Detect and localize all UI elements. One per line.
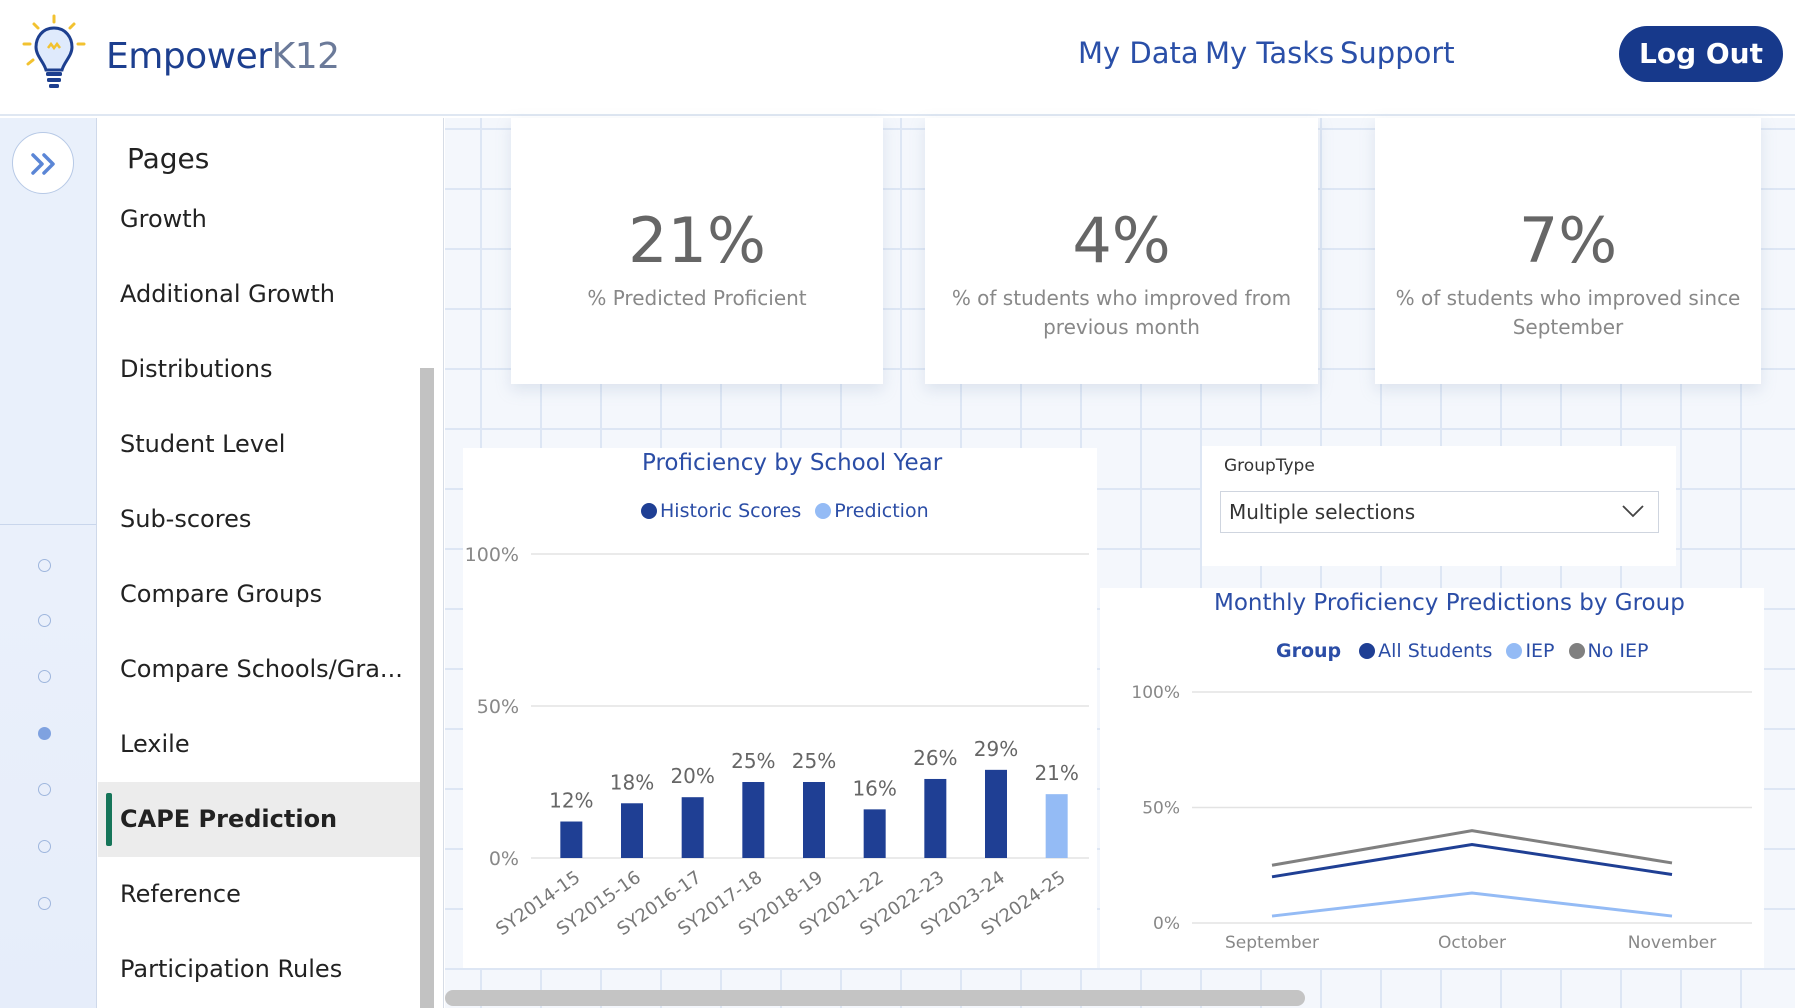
y-tick-label: 0% bbox=[489, 848, 519, 870]
y-tick-label: 50% bbox=[1142, 799, 1180, 819]
page-item-sub-scores[interactable]: Sub-scores bbox=[120, 505, 252, 533]
kpi-improved-previous-month: 4% % of students who improved from previ… bbox=[925, 118, 1318, 384]
kpi-label: % Predicted Proficient bbox=[587, 286, 807, 310]
logo-text: EmpowerK12 bbox=[106, 36, 340, 77]
double-chevron-right-icon bbox=[31, 153, 55, 175]
kpi-label: % of students who improved since Septemb… bbox=[1395, 286, 1741, 339]
proficiency-by-year-panel: Proficiency by School Year Historic Scor… bbox=[463, 448, 1097, 968]
pages-scrollbar[interactable] bbox=[420, 368, 434, 1008]
expand-pane-button[interactable] bbox=[12, 132, 74, 194]
bar-data-label: 26% bbox=[913, 746, 957, 770]
page-dot[interactable] bbox=[38, 840, 51, 853]
kpi-value: 7% bbox=[1518, 204, 1618, 277]
bar-data-label: 18% bbox=[610, 770, 654, 794]
page-item-cape-prediction[interactable]: CAPE Prediction bbox=[98, 782, 420, 857]
bar[interactable] bbox=[1045, 794, 1068, 858]
series-line-iep[interactable] bbox=[1271, 891, 1673, 918]
legend-no-iep[interactable]: No IEP bbox=[1568, 640, 1648, 662]
pages-header: Pages bbox=[98, 118, 443, 204]
legend-swatch-no-iep bbox=[1568, 643, 1585, 659]
group-type-dropdown[interactable]: Multiple selections bbox=[1220, 491, 1659, 533]
page-dot[interactable] bbox=[38, 670, 51, 683]
page-item-student-level[interactable]: Student Level bbox=[120, 430, 286, 458]
bar[interactable] bbox=[803, 782, 825, 858]
nav-my-data[interactable]: My Data bbox=[1078, 36, 1199, 70]
kpi-value: 4% bbox=[1072, 204, 1171, 277]
pages-panel: Growth Additional Growth Distributions S… bbox=[98, 118, 444, 1008]
bar[interactable] bbox=[924, 778, 947, 858]
kpi-improved-since-september: 7% % of students who improved since Sept… bbox=[1375, 118, 1761, 384]
canvas-horizontal-scrollbar[interactable] bbox=[445, 990, 1305, 1006]
chart-title: Proficiency by School Year bbox=[642, 450, 943, 476]
legend-swatch-historic bbox=[641, 503, 657, 519]
bar-data-label: 16% bbox=[852, 776, 896, 800]
pages-title: Pages bbox=[127, 142, 210, 175]
bar-data-label: 29% bbox=[974, 737, 1018, 761]
page-dot[interactable] bbox=[38, 897, 51, 910]
x-tick-label: October bbox=[1438, 933, 1506, 953]
nav-my-tasks[interactable]: My Tasks bbox=[1205, 36, 1335, 70]
x-tick-label: November bbox=[1628, 933, 1716, 953]
legend-historic[interactable]: Historic Scores bbox=[641, 500, 801, 522]
kpi-value: 21% bbox=[628, 204, 766, 277]
bar-data-label: 21% bbox=[1034, 761, 1078, 785]
bar[interactable] bbox=[560, 821, 583, 858]
bar[interactable] bbox=[985, 769, 1007, 858]
app-header: EmpowerK12 My Data My Tasks Support Log … bbox=[0, 0, 1795, 116]
pages-list: Growth Additional Growth Distributions S… bbox=[98, 206, 420, 1008]
legend-prediction[interactable]: Prediction bbox=[815, 500, 929, 522]
kpi-predicted-proficient: 21% % Predicted Proficient bbox=[511, 118, 883, 384]
page-dot[interactable] bbox=[38, 614, 51, 627]
monthly-predictions-panel: Monthly Proficiency Predictions by Group… bbox=[1100, 588, 1764, 968]
bar-data-label: 20% bbox=[670, 764, 714, 788]
rail-top bbox=[0, 118, 96, 525]
lightbulb-icon bbox=[22, 14, 86, 88]
bar[interactable] bbox=[863, 809, 886, 858]
bar[interactable] bbox=[681, 797, 704, 858]
dropdown-value: Multiple selections bbox=[1229, 500, 1416, 524]
bar-data-label: 12% bbox=[549, 789, 593, 813]
y-tick-label: 0% bbox=[1153, 914, 1180, 934]
bar[interactable] bbox=[621, 803, 643, 858]
y-tick-label: 100% bbox=[465, 544, 519, 566]
legend-swatch-all-students bbox=[1359, 643, 1376, 659]
bar[interactable] bbox=[742, 782, 765, 858]
page-item-compare-groups[interactable]: Compare Groups bbox=[120, 580, 323, 608]
chart-title: Monthly Proficiency Predictions by Group bbox=[1214, 590, 1685, 616]
bar-data-label: 25% bbox=[792, 749, 836, 773]
legend-title: Group bbox=[1276, 640, 1342, 662]
y-tick-label: 100% bbox=[1131, 683, 1180, 703]
chart-legend: Group All Students IEP No IEP bbox=[1276, 640, 1658, 662]
line-chart: 0% 50% 100% September October November bbox=[1131, 683, 1752, 953]
page-item-additional-growth[interactable]: Additional Growth bbox=[120, 280, 335, 308]
page-dot-active[interactable] bbox=[38, 727, 51, 740]
legend-iep[interactable]: IEP bbox=[1506, 640, 1555, 662]
series-line-no-iep[interactable] bbox=[1271, 829, 1673, 867]
kpi-label: % of students who improved from previous… bbox=[951, 286, 1292, 339]
legend-all-students[interactable]: All Students bbox=[1359, 640, 1492, 662]
series-line-all-students[interactable] bbox=[1271, 842, 1673, 879]
slicer-label: GroupType bbox=[1224, 456, 1315, 476]
chart-legend: Historic Scores Prediction bbox=[641, 500, 939, 522]
empowerk12-logo[interactable]: EmpowerK12 bbox=[20, 14, 340, 94]
chevron-down-icon bbox=[1622, 505, 1644, 518]
legend-swatch-prediction bbox=[815, 503, 832, 519]
bar-data-label: 25% bbox=[731, 749, 775, 773]
page-item-growth[interactable]: Growth bbox=[120, 206, 207, 233]
bar-chart: 0%50%100%12%SY2014-1518%SY2015-1620%SY20… bbox=[465, 544, 1089, 940]
navigation-rail bbox=[0, 118, 97, 1008]
x-tick-label: September bbox=[1225, 933, 1319, 953]
logout-button[interactable]: Log Out bbox=[1619, 26, 1783, 82]
page-item-compare-schools[interactable]: Compare Schools/Gra... bbox=[120, 655, 403, 683]
page-item-distributions[interactable]: Distributions bbox=[120, 355, 273, 383]
nav-support[interactable]: Support bbox=[1340, 36, 1455, 70]
page-item-reference[interactable]: Reference bbox=[120, 880, 241, 908]
page-dot[interactable] bbox=[38, 559, 51, 572]
legend-swatch-iep bbox=[1506, 643, 1523, 659]
y-tick-label: 50% bbox=[477, 696, 519, 718]
page-item-participation-rules[interactable]: Participation Rules bbox=[120, 955, 343, 983]
page-item-lexile[interactable]: Lexile bbox=[120, 730, 190, 758]
page-dot[interactable] bbox=[38, 783, 51, 796]
